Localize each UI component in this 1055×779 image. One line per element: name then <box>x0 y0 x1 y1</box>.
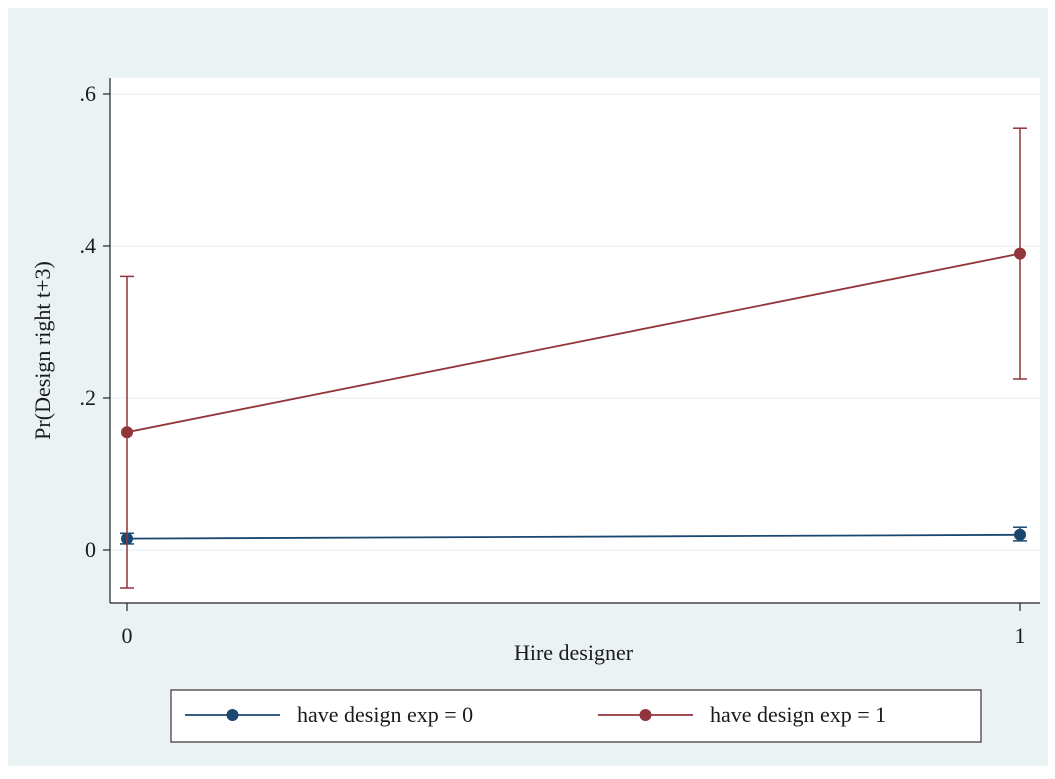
series-0 <box>120 526 1027 545</box>
legend-label: have design exp = 0 <box>297 702 473 727</box>
x-tick-label: 0 <box>122 623 133 648</box>
legend-label: have design exp = 1 <box>710 702 886 727</box>
series-1 <box>120 127 1027 589</box>
plot-area <box>110 78 1040 603</box>
legend: have design exp = 0 have design exp = 1 <box>170 689 982 743</box>
axes: 0 .2 .4 .6 0 1 <box>80 78 1040 648</box>
y-tick-label: 0 <box>85 537 96 562</box>
y-tick-label: .2 <box>80 385 97 410</box>
legend-marker <box>226 709 239 721</box>
series-layer <box>120 127 1027 589</box>
legend-item-1: have design exp = 1 <box>598 702 886 727</box>
y-tick-label: .6 <box>80 81 97 106</box>
x-axis-label: Hire designer <box>514 640 634 665</box>
data-point <box>121 426 133 439</box>
data-point <box>1014 528 1026 541</box>
y-tick-label: .4 <box>80 233 97 258</box>
legend-box <box>170 689 982 743</box>
series-line <box>126 533 1021 540</box>
grid-lines <box>110 93 1040 551</box>
x-tick-label: 1 <box>1015 623 1026 648</box>
legend-item-0: have design exp = 0 <box>185 702 473 727</box>
series-line <box>126 252 1021 434</box>
legend-marker <box>639 709 652 721</box>
data-point <box>1014 247 1026 260</box>
y-axis-label: Pr(Design right t+3) <box>30 261 55 440</box>
